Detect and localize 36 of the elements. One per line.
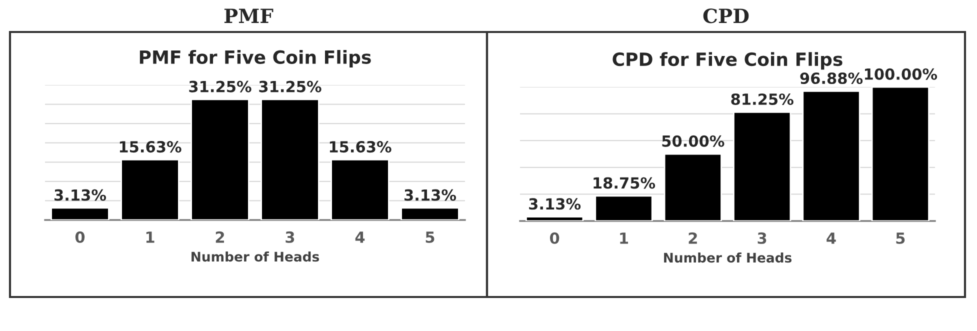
- data-label: 18.75%: [594, 177, 656, 189]
- x-tick-label: 0: [75, 231, 85, 243]
- x-tick-label: 1: [620, 232, 628, 244]
- x-tick-label: 4: [826, 232, 836, 244]
- chart-subtitle: CPD for Five Coin Flips: [612, 52, 842, 70]
- bar: [526, 216, 584, 221]
- data-label: 15.63%: [120, 141, 182, 153]
- bar: [664, 153, 722, 221]
- x-tick-label: 2: [688, 232, 697, 244]
- chart-title: PMF: [224, 8, 274, 23]
- data-label: 3.13%: [529, 198, 581, 210]
- data-label: 3.13%: [404, 189, 456, 201]
- data-label: 31.25%: [259, 80, 322, 92]
- bar: [802, 90, 860, 221]
- x-tick-label: 2: [216, 231, 224, 243]
- bar: [733, 111, 792, 221]
- data-label: 3.13%: [54, 189, 106, 201]
- data-label: 15.63%: [330, 141, 392, 153]
- x-tick-label: 1: [146, 232, 154, 243]
- data-label: 96.88%: [800, 72, 863, 84]
- x-axis-title: Number of Heads: [664, 252, 792, 263]
- data-label: 81.25%: [731, 93, 794, 105]
- x-tick-label: 5: [896, 232, 905, 244]
- data-label: 100.00%: [865, 68, 938, 80]
- x-tick-label: 0: [550, 232, 560, 244]
- chart-title: CPD: [703, 8, 749, 24]
- bar: [594, 195, 653, 221]
- x-tick-label: 4: [355, 232, 365, 243]
- x-axis-title: Number of Heads: [192, 251, 320, 262]
- bar: [871, 87, 930, 221]
- chart-subtitle: PMF for Five Coin Flips: [140, 50, 371, 68]
- x-tick-label: 5: [426, 232, 434, 243]
- x-tick-label: 3: [286, 231, 294, 243]
- data-label: 31.25%: [189, 80, 252, 92]
- data-label: 50.00%: [662, 135, 724, 147]
- x-tick-label: 3: [758, 232, 766, 244]
